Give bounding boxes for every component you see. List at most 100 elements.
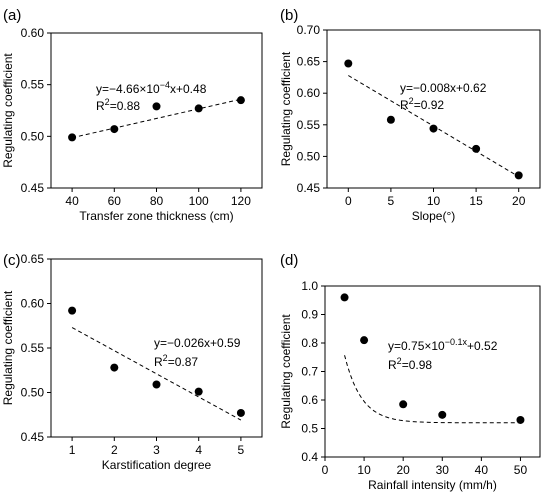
- chart-panel-1: (a) 40 60 80 100 120 0.45 0.50 0.55 0.60 Transfer …: [1, 7, 263, 223]
- y-tick-label: 1.0: [301, 279, 318, 293]
- y-axis-label: Regulating coefficient: [1, 290, 15, 405]
- y-tick-label: 0.60: [21, 26, 45, 40]
- y-tick-label: 0.50: [297, 149, 321, 163]
- panel-label: (b): [280, 7, 298, 24]
- data-point: [514, 171, 523, 180]
- y-tick-label: 0.45: [21, 430, 45, 444]
- x-tick-label: 0: [322, 463, 329, 477]
- x-tick-label: 20: [512, 194, 526, 208]
- plot-frame: [50, 32, 263, 189]
- data-point: [340, 293, 349, 302]
- x-axis-label: Rainfall intensity (mm/h): [368, 478, 497, 492]
- y-tick-label: 0.55: [297, 118, 321, 132]
- r-squared-value: =0.87: [168, 355, 199, 369]
- x-tick-label: 2: [111, 443, 118, 457]
- x-tick-label: 4: [195, 443, 202, 457]
- fit-equation-exponent: −0.1x: [445, 337, 468, 347]
- data-point: [360, 336, 369, 345]
- r-squared-value: =0.98: [402, 358, 433, 372]
- x-tick-label: 10: [427, 194, 441, 208]
- r-squared: R2=0.92: [400, 96, 444, 112]
- data-point: [344, 59, 353, 68]
- x-tick-label: 120: [231, 194, 251, 208]
- x-axis-label: Karstification degree: [102, 458, 212, 472]
- y-tick-label: 0.65: [297, 55, 321, 69]
- r-squared-exponent: 2: [105, 97, 110, 107]
- panel-label: (a): [3, 7, 21, 24]
- r-squared-value: =0.92: [414, 98, 445, 112]
- r-squared-symbol: R: [96, 99, 105, 113]
- data-point: [472, 144, 481, 153]
- x-tick-label: 100: [189, 194, 209, 208]
- r-squared-symbol: R: [154, 355, 163, 369]
- x-tick-label: 40: [475, 463, 489, 477]
- chart-panel-4: (d) 0 10 20 30 40 50 0.4 0.5 0.6 0.7 0.8 0.9 1.0 Rainf…: [279, 252, 541, 492]
- data-point: [516, 415, 525, 424]
- data-point: [110, 363, 119, 372]
- panel-label: (c): [3, 252, 21, 269]
- data-point: [236, 96, 245, 105]
- data-point: [68, 133, 77, 142]
- y-tick-label: 0.50: [21, 386, 45, 400]
- x-axis-label: Transfer zone thickness (cm): [79, 209, 233, 223]
- r-squared: R2=0.98: [388, 356, 432, 372]
- x-tick-label: 5: [238, 443, 245, 457]
- data-point: [110, 125, 119, 134]
- x-tick-label: 80: [150, 194, 164, 208]
- y-tick-label: 0.55: [21, 341, 45, 355]
- fit-equation: y=−0.026x+0.59: [154, 336, 241, 350]
- data-point: [438, 410, 447, 419]
- y-tick-label: 0.8: [301, 336, 318, 350]
- panel-label: (d): [280, 252, 298, 269]
- y-axis-label: Regulating coefficient: [279, 314, 293, 429]
- plot-frame: [324, 285, 541, 458]
- y-tick-label: 0.45: [297, 181, 321, 195]
- chart-panel-3: (c) 1 2 3 4 5 0.45 0.50 0.55 0.60 0.65 Karstificati…: [1, 252, 263, 472]
- fit-equation: y=−0.008x+0.62: [400, 81, 487, 95]
- fit-line: [344, 355, 521, 424]
- r-squared-exponent: 2: [397, 356, 402, 366]
- y-tick-label: 0.6: [301, 393, 318, 407]
- x-tick-label: 3: [153, 443, 160, 457]
- x-tick-label: 40: [65, 194, 79, 208]
- y-tick-label: 0.5: [301, 422, 318, 436]
- r-squared-exponent: 2: [409, 96, 414, 106]
- fit-equation-exponent: −4: [160, 80, 170, 90]
- fit-equation-tail: +0.52: [467, 339, 498, 353]
- fit-equation-tail: x+0.48: [170, 82, 207, 96]
- y-tick-label: 0.9: [301, 308, 318, 322]
- r-squared: R2=0.87: [154, 353, 198, 369]
- x-axis-label: Slope(°): [412, 209, 455, 223]
- y-tick-label: 0.65: [21, 252, 45, 266]
- fit-equation: y=−4.66×10−4x+0.48: [96, 80, 207, 96]
- x-tick-label: 15: [469, 194, 483, 208]
- data-point: [152, 102, 161, 111]
- data-point: [429, 124, 438, 133]
- x-tick-label: 0: [345, 194, 352, 208]
- fit-equation: y=0.75×10−0.1x+0.52: [388, 337, 498, 353]
- data-point: [399, 400, 408, 409]
- y-tick-label: 0.60: [297, 86, 321, 100]
- fit-equation-main: y=0.75×10: [388, 339, 445, 353]
- x-tick-label: 5: [388, 194, 395, 208]
- y-tick-label: 0.50: [21, 129, 45, 143]
- y-axis-label: Regulating coefficient: [279, 51, 293, 166]
- data-point: [68, 306, 77, 315]
- data-point: [194, 387, 203, 396]
- x-tick-label: 20: [397, 463, 411, 477]
- y-tick-label: 0.7: [301, 365, 318, 379]
- data-point: [386, 115, 395, 124]
- y-axis-label: Regulating coefficient: [1, 53, 15, 168]
- y-tick-label: 0.45: [21, 181, 45, 195]
- r-squared-symbol: R: [400, 98, 409, 112]
- y-tick-label: 0.70: [297, 23, 321, 37]
- fit-equation-main: y=−4.66×10: [96, 82, 160, 96]
- fit-line: [71, 98, 242, 139]
- y-tick-label: 0.60: [21, 297, 45, 311]
- fit-equation-main: y=−0.008x+0.62: [400, 81, 487, 95]
- x-tick-label: 50: [514, 463, 528, 477]
- data-point: [152, 380, 161, 389]
- r-squared-symbol: R: [388, 358, 397, 372]
- chart-panel-2: (b) 0 5 10 15 20 0.45 0.50 0.55 0.60 0.65 0.70 Slope…: [279, 7, 541, 223]
